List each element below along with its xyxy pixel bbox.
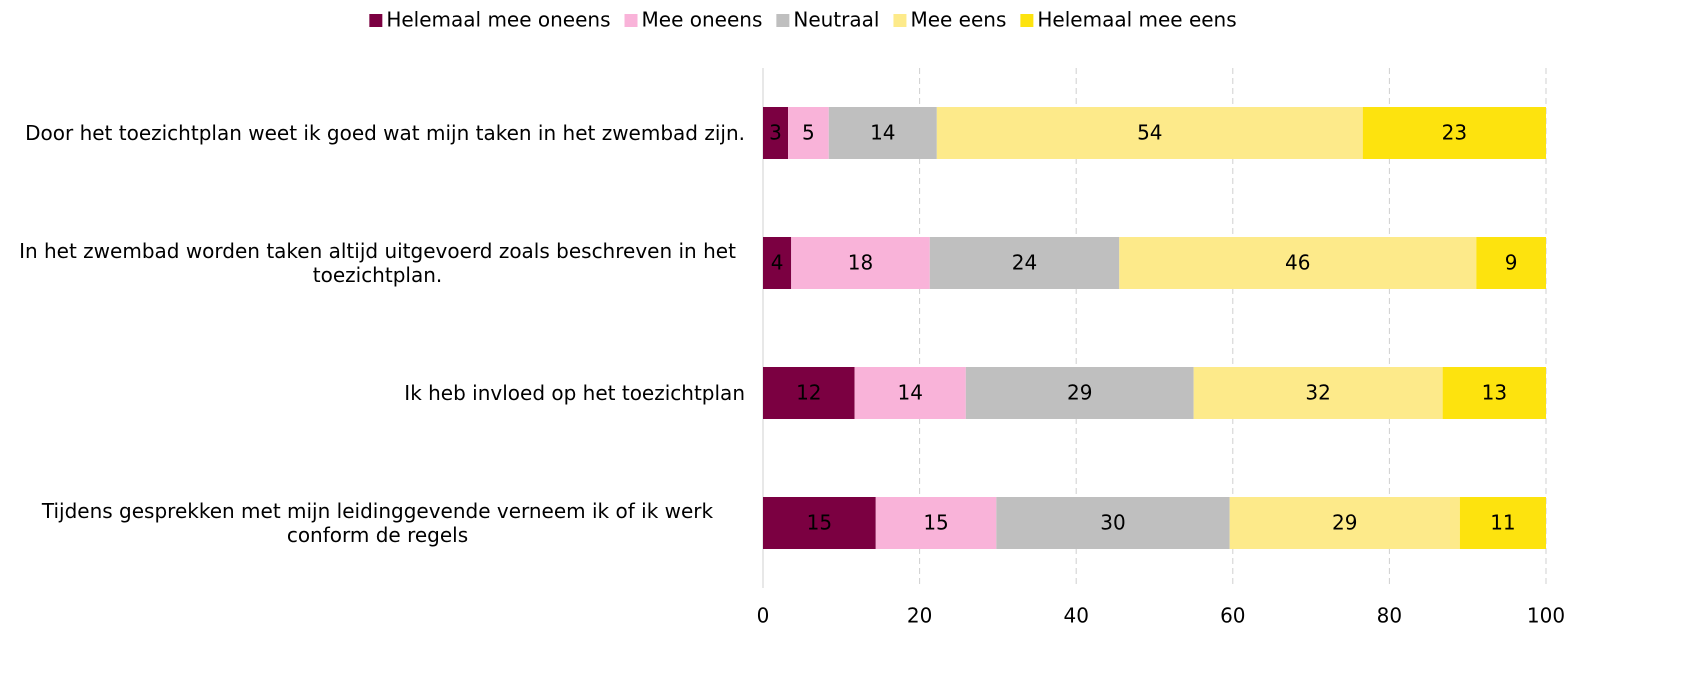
- bar-segment: [791, 237, 930, 289]
- value-label: 12: [796, 381, 821, 405]
- value-label: 3: [769, 121, 782, 145]
- value-label: 9: [1505, 251, 1518, 275]
- x-tick-label: 20: [907, 604, 932, 628]
- value-label: 30: [1100, 511, 1125, 535]
- bar-segment: [763, 107, 789, 159]
- legend-label: Mee eens: [910, 8, 1006, 32]
- value-label: 18: [848, 251, 873, 275]
- x-tick-label: 0: [757, 604, 770, 628]
- value-label: 32: [1305, 381, 1330, 405]
- legend-swatch: [369, 14, 383, 27]
- bar-segment: [1362, 107, 1546, 159]
- category-label-box: Ik heb invloed op het toezichtplan: [0, 353, 745, 433]
- bar-segment: [763, 237, 792, 289]
- bar-segment: [788, 107, 829, 159]
- value-label: 4: [771, 251, 784, 275]
- legend: Helemaal mee oneens Mee oneens Neutraal Mee…: [369, 8, 1237, 32]
- x-tick-label: 40: [1063, 604, 1088, 628]
- x-tick-label: 60: [1220, 604, 1245, 628]
- category-label-box: In het zwembad worden taken altijd uitge…: [0, 223, 745, 303]
- bar-segment: [763, 367, 855, 419]
- value-label: 11: [1490, 511, 1515, 535]
- value-label: 14: [897, 381, 922, 405]
- value-label: 5: [802, 121, 815, 145]
- value-label: 13: [1482, 381, 1507, 405]
- category-label-box: Tijdens gesprekken met mijn leidinggeven…: [0, 483, 745, 563]
- bar-segment: [1229, 497, 1460, 549]
- bar-segment: [965, 367, 1194, 419]
- bar-segment: [936, 107, 1363, 159]
- category-label-box: Door het toezichtplan weet ik goed wat m…: [0, 93, 745, 173]
- legend-label: Helemaal mee oneens: [386, 8, 610, 32]
- bar-segment: [1442, 367, 1546, 419]
- bar-segment: [996, 497, 1230, 549]
- legend-label: Neutraal: [793, 8, 879, 32]
- legend-swatch: [776, 14, 790, 27]
- bar-segment: [828, 107, 937, 159]
- bar-segment: [929, 237, 1120, 289]
- category-label: Tijdens gesprekken met mijn leidinggeven…: [41, 499, 714, 547]
- value-label: 14: [870, 121, 895, 145]
- value-label: 46: [1285, 251, 1310, 275]
- value-label: 29: [1067, 381, 1092, 405]
- value-label: 54: [1137, 121, 1162, 145]
- legend-swatch: [893, 14, 907, 27]
- bar-segment: [875, 497, 997, 549]
- bar-segment: [763, 497, 876, 549]
- x-tick-label: 80: [1377, 604, 1402, 628]
- legend-swatch: [624, 14, 638, 27]
- category-label: Ik heb invloed op het toezichtplan: [404, 381, 745, 405]
- bar-segment: [854, 367, 966, 419]
- value-label: 23: [1442, 121, 1467, 145]
- bar-segment: [1459, 497, 1546, 549]
- x-tick-label: 100: [1527, 604, 1565, 628]
- bar-segment: [1119, 237, 1477, 289]
- legend-label: Helemaal mee eens: [1037, 8, 1236, 32]
- value-label: 15: [923, 511, 948, 535]
- bar-segment: [1476, 237, 1546, 289]
- value-label: 15: [807, 511, 832, 535]
- legend-swatch: [1020, 14, 1034, 27]
- category-label: In het zwembad worden taken altijd uitge…: [19, 239, 736, 287]
- value-label: 24: [1012, 251, 1037, 275]
- value-label: 29: [1332, 511, 1357, 535]
- category-label: Door het toezichtplan weet ik goed wat m…: [25, 121, 745, 145]
- bar-segment: [1193, 367, 1443, 419]
- legend-label: Mee oneens: [642, 8, 763, 32]
